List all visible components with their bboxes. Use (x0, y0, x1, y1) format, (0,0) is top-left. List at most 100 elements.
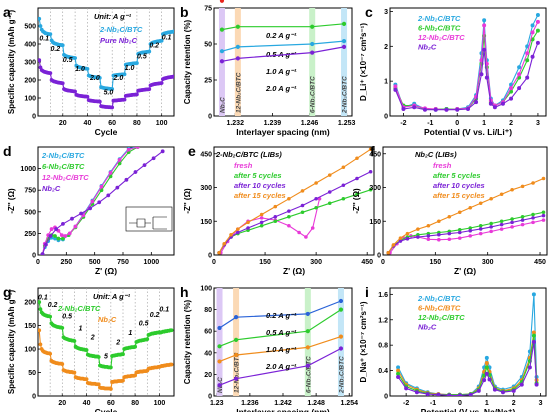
data-point (38, 328, 42, 333)
data-point (396, 371, 401, 376)
y-axis-label: -Z'' (Ω) (183, 188, 192, 214)
data-point (217, 344, 222, 349)
data-point (520, 184, 525, 189)
legend-label: 2-Nb₂C/BTC (99, 25, 143, 34)
x-tick-label: 1.232 (226, 120, 244, 127)
x-tick-label: 150 (429, 259, 441, 266)
x-tick-label: 0 (381, 259, 385, 266)
data-point (478, 231, 483, 236)
data-point (287, 196, 291, 201)
data-point (338, 307, 344, 312)
data-point (525, 75, 530, 80)
panel-letter: h (180, 284, 189, 300)
data-point (327, 201, 332, 206)
data-point (355, 176, 359, 181)
data-point (530, 30, 535, 35)
data-point (60, 326, 65, 330)
data-point (40, 252, 45, 255)
data-point (396, 374, 401, 379)
x-axis-label: Cycle (95, 127, 118, 137)
data-point (341, 44, 347, 49)
data-point (56, 236, 61, 241)
data-point (219, 59, 225, 64)
data-point (48, 32, 53, 36)
data-point (391, 243, 396, 247)
series-line (394, 42, 539, 111)
data-point (489, 196, 493, 201)
data-point (414, 390, 419, 395)
rate-label: 0.2 (149, 43, 159, 50)
data-point (67, 231, 72, 236)
y-tick-label: 3 (384, 9, 388, 16)
y-tick-label: 80 (204, 307, 212, 314)
data-point (287, 223, 291, 228)
data-point (159, 38, 164, 43)
series-line (221, 23, 345, 31)
data-point (48, 314, 53, 319)
chart-title: Nb₂C (LIBs) (415, 150, 457, 159)
data-point (297, 230, 301, 235)
y-tick-label: 1 (384, 79, 388, 86)
data-point (499, 222, 504, 227)
data-point (535, 40, 540, 45)
data-point (38, 24, 43, 28)
data-point (142, 163, 147, 168)
circuit-icon (129, 216, 167, 230)
x-tick-label: 1.254 (340, 400, 358, 407)
y-axis-label: Capacity retention (%) (183, 299, 192, 384)
data-point (115, 185, 120, 190)
data-point (135, 147, 140, 149)
rate-label: 2.0 (89, 75, 100, 82)
data-point (368, 169, 373, 174)
legend-label: 12-Nb₂C/BTC (418, 33, 465, 42)
series-line (397, 332, 538, 396)
data-point (484, 355, 489, 360)
series-line (221, 46, 345, 62)
data-point (531, 181, 535, 185)
data-point (259, 223, 264, 228)
data-point (135, 92, 139, 97)
rate-label: 0.5 (63, 57, 73, 64)
data-point (259, 212, 264, 217)
data-point (59, 233, 64, 238)
legend-label: Nb₂C (98, 315, 117, 324)
unit-label: Unit: A g⁻¹ (93, 292, 131, 301)
data-point (72, 339, 77, 343)
y-tick-label: 2 (384, 44, 388, 51)
data-point (314, 196, 318, 201)
data-point (169, 328, 174, 333)
data-point (457, 393, 462, 396)
series-line (394, 30, 539, 110)
data-point (484, 365, 489, 370)
band-label: 2-Nb₂C/BTC (342, 76, 349, 114)
x-tick-label: 150 (259, 259, 271, 266)
data-point (393, 84, 398, 89)
y-tick-label: 0.8 (378, 343, 388, 350)
data-point (97, 200, 102, 205)
x-tick-label: 60 (108, 120, 116, 127)
data-point (38, 307, 43, 312)
x-tick-label: 300 (310, 259, 322, 266)
series-label: 1.0 A g⁻¹ (266, 67, 297, 76)
data-point (246, 226, 250, 230)
y-axis-label: -Z'' (Ω) (352, 188, 361, 214)
data-point (386, 250, 391, 255)
y-tick-label: 300 (24, 60, 36, 67)
data-point (124, 177, 129, 182)
data-point (61, 221, 65, 226)
x-tick-label: 2 (512, 400, 516, 407)
data-point (455, 107, 460, 112)
data-point (60, 81, 65, 86)
data-point (492, 105, 497, 110)
panel-i: i -2 -1 0 1 2 3 0 0.4 0.8 1.2 1.6 Potential (V vs. N… (359, 284, 547, 412)
data-point (484, 371, 489, 376)
series-line (219, 300, 342, 329)
legend-label: 12-Nb₂C/BTC (42, 173, 89, 182)
data-point (300, 189, 305, 193)
x-axis-label: Potential (V vs. Li/Li⁺) (424, 127, 512, 137)
panel-a: a 20 40 60 80 100 0 100 200 300 400 500 Cycle Specifi… (3, 4, 175, 137)
data-point (72, 370, 77, 375)
data-point (509, 96, 514, 101)
data-point (159, 81, 164, 85)
data-point (117, 161, 122, 166)
